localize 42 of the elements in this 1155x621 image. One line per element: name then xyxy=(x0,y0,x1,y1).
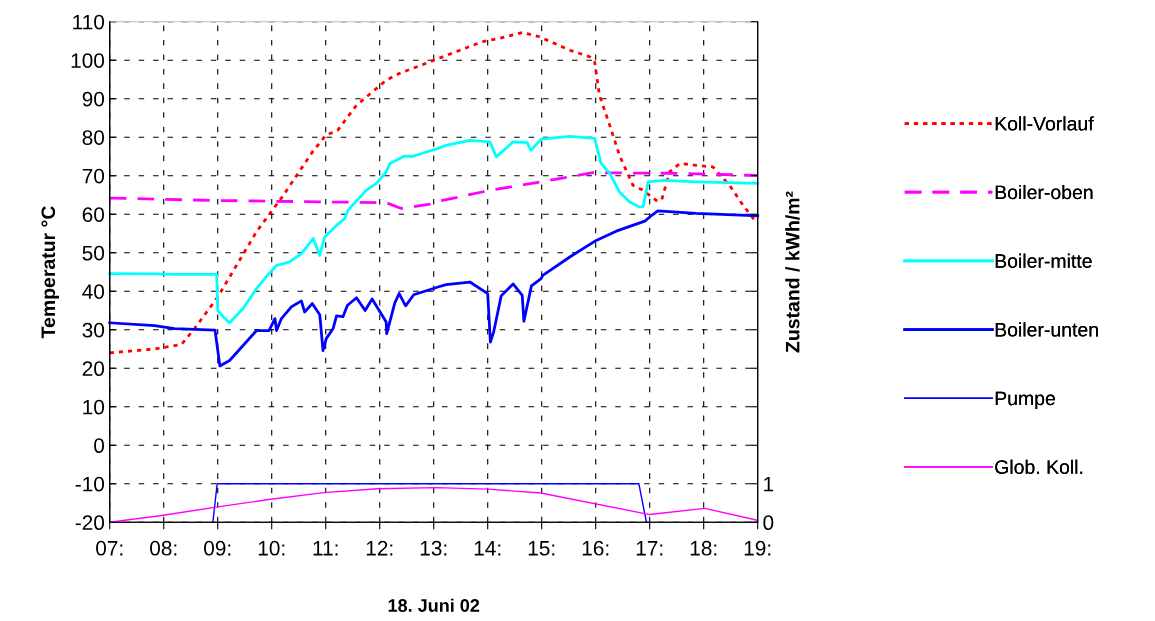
legend-label: Boiler-mitte xyxy=(995,253,1092,268)
y-tick-label: 10 xyxy=(83,399,105,415)
legend-label: Glob. Koll. xyxy=(995,459,1083,474)
y-tick-label: 60 xyxy=(82,207,105,222)
x-tick-label: 12: xyxy=(366,540,393,556)
x-tick-label: 08: xyxy=(150,540,177,556)
line-series xyxy=(108,31,758,355)
x-tick-label: 07: xyxy=(96,540,123,556)
line-series xyxy=(108,171,760,210)
legend-label: Pumpe xyxy=(995,391,1055,410)
y-tick-label: 30 xyxy=(82,322,105,338)
y-tick-label: 70 xyxy=(82,168,105,184)
legend-label: Boiler-oben xyxy=(995,184,1093,200)
y2-axis-title: Zustand / kWh/m² xyxy=(785,191,800,353)
y-tick-label: 40 xyxy=(82,284,105,299)
x-tick-label: 09: xyxy=(204,540,231,556)
y-tick-label: 80 xyxy=(82,130,105,145)
x-tick-label: 13: xyxy=(420,540,447,556)
y-tick-label: 110 xyxy=(73,14,105,30)
x-tick-label: 16: xyxy=(582,540,609,556)
y-tick-label: 0 xyxy=(94,438,105,454)
x-axis-title: 18. Juni 02 xyxy=(388,598,480,612)
x-tick-label: 10: xyxy=(258,540,285,556)
x-tick-label: 11: xyxy=(313,541,338,556)
y-tick-label: -20 xyxy=(75,515,105,531)
line-series xyxy=(108,209,760,368)
y2-tick-label: 1 xyxy=(764,476,774,492)
legend-label: Koll-Vorlauf xyxy=(995,116,1094,131)
y-tick-label: -10 xyxy=(75,476,105,492)
x-tick-label: 14: xyxy=(474,541,501,556)
line-series xyxy=(108,135,760,325)
y-tick-label: 20 xyxy=(82,361,105,377)
y-tick-label: 100 xyxy=(71,53,105,68)
x-tick-label: 18: xyxy=(690,540,717,556)
legend-label: Boiler-unten xyxy=(995,322,1098,337)
y-tick-label: 50 xyxy=(82,245,105,261)
y-tick-label: 90 xyxy=(82,91,105,107)
y-axis-title: Temperatur °C xyxy=(41,206,59,339)
x-tick-label: 19: xyxy=(744,540,771,556)
y2-tick-label: 0 xyxy=(763,515,774,531)
x-tick-label: 15: xyxy=(528,541,555,556)
x-tick-label: 17: xyxy=(636,541,663,556)
